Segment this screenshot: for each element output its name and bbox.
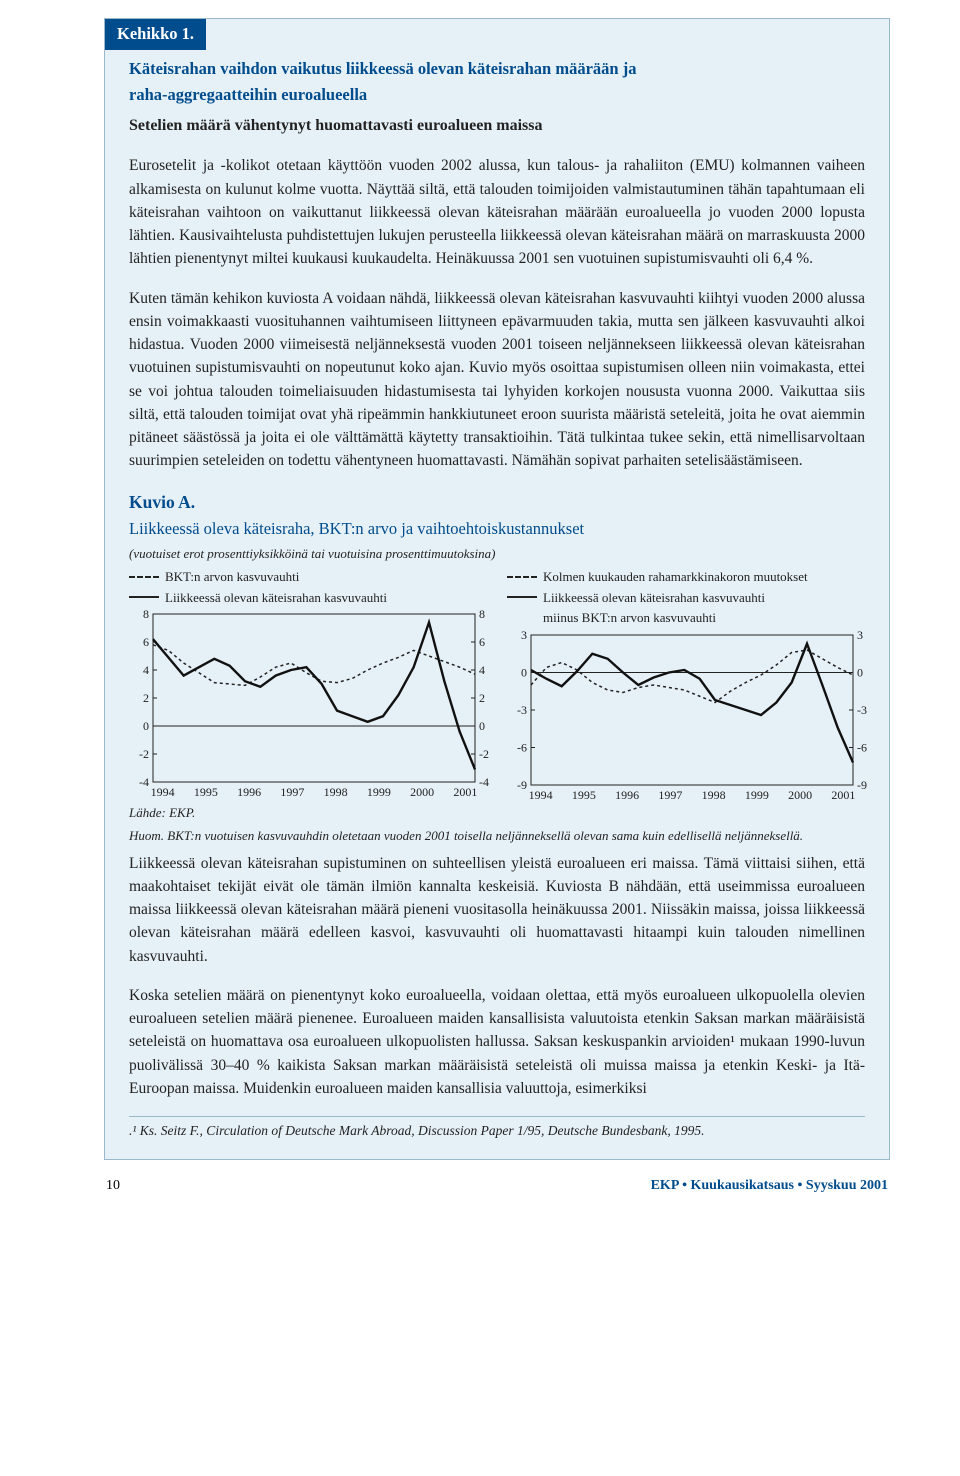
box-subtitle-1: Käteisrahan vaihdon vaikutus liikkeessä …	[129, 58, 865, 80]
svg-text:1995: 1995	[572, 788, 596, 801]
svg-text:-9: -9	[517, 778, 527, 792]
svg-text:2: 2	[479, 691, 485, 705]
svg-text:-3: -3	[517, 703, 527, 717]
svg-text:-4: -4	[139, 775, 149, 789]
box-subtitle-2: raha-aggregaatteihin euroalueella	[129, 84, 865, 106]
dash-icon	[129, 576, 159, 578]
svg-text:1994: 1994	[151, 785, 175, 798]
svg-text:1997: 1997	[658, 788, 682, 801]
svg-text:-2: -2	[139, 747, 149, 761]
kehikko-box: Kehikko 1. Käteisrahan vaihdon vaikutus …	[104, 18, 890, 1160]
box-inner: Käteisrahan vaihdon vaikutus liikkeessä …	[105, 50, 889, 1142]
chart-footnote: Huom. BKT:n vuotuisen kasvuvauhdin olete…	[129, 826, 865, 846]
paragraph-2: Kuten tämän kehikon kuviosta A voidaan n…	[129, 287, 865, 473]
chart-right: -9 -9 -6 -6 -3 -3 0 0 3 3 1994 1995 1996 1997 1998 1999…	[507, 629, 877, 801]
legend-right-2-label: Liikkeessä olevan käteisrahan kasvuvauht…	[543, 588, 765, 608]
svg-text:6: 6	[143, 635, 149, 649]
svg-text:2001: 2001	[453, 785, 477, 798]
footer-publication: EKP • Kuukausikatsaus • Syyskuu 2001	[651, 1178, 888, 1194]
svg-text:3: 3	[857, 629, 863, 642]
paragraph-3: Liikkeessä olevan käteisrahan supistumin…	[129, 852, 865, 968]
svg-text:-6: -6	[517, 740, 527, 754]
dash-icon	[507, 576, 537, 578]
svg-text:2: 2	[143, 691, 149, 705]
svg-text:2000: 2000	[788, 788, 812, 801]
box-title-bar: Kehikko 1.	[105, 19, 206, 50]
paragraph-1: Eurosetelit ja -kolikot otetaan käyttöön…	[129, 154, 865, 270]
svg-text:-9: -9	[857, 778, 867, 792]
svg-text:4: 4	[143, 663, 149, 677]
svg-text:4: 4	[479, 663, 485, 677]
solid-icon	[507, 596, 537, 598]
legend-right-3-label: miinus BKT:n arvon kasvuvauhti	[543, 608, 716, 628]
chart-row: BKT:n arvon kasvuvauhti Liikkeessä oleva…	[129, 566, 865, 801]
svg-text:-4: -4	[479, 775, 489, 789]
legend-right-1-label: Kolmen kuukauden rahamarkkinakoron muuto…	[543, 567, 808, 587]
svg-text:8: 8	[143, 608, 149, 621]
legend-left-2: Liikkeessä olevan käteisrahan kasvuvauht…	[129, 588, 499, 608]
svg-text:2001: 2001	[831, 788, 855, 801]
svg-text:1999: 1999	[745, 788, 769, 801]
kuvio-sub: Liikkeessä oleva käteisraha, BKT:n arvo …	[129, 517, 865, 542]
kuvio-head: Kuvio A.	[129, 489, 865, 515]
paragraph-4: Koska setelien määrä on pienentynyt koko…	[129, 984, 865, 1100]
svg-text:3: 3	[521, 629, 527, 642]
svg-text:2000: 2000	[410, 785, 434, 798]
legend-left-1: BKT:n arvon kasvuvauhti	[129, 567, 499, 587]
chart-right-cell: Kolmen kuukauden rahamarkkinakoron muuto…	[507, 566, 877, 801]
svg-text:0: 0	[143, 719, 149, 733]
legend-right-3: miinus BKT:n arvon kasvuvauhti	[507, 608, 877, 628]
legend-right-2: Liikkeessä olevan käteisrahan kasvuvauht…	[507, 588, 877, 608]
page: Kehikko 1. Käteisrahan vaihdon vaikutus …	[0, 18, 960, 1216]
svg-text:1994: 1994	[529, 788, 553, 801]
svg-text:0: 0	[479, 719, 485, 733]
legend-left-1-label: BKT:n arvon kasvuvauhti	[165, 567, 299, 587]
svg-text:0: 0	[857, 665, 863, 679]
chart-left-cell: BKT:n arvon kasvuvauhti Liikkeessä oleva…	[129, 566, 499, 801]
svg-text:6: 6	[479, 635, 485, 649]
footnote-ref: .¹ Ks. Seitz F., Circulation of Deutsche…	[129, 1116, 865, 1141]
svg-text:1996: 1996	[615, 788, 639, 801]
svg-text:1998: 1998	[324, 785, 348, 798]
page-footer: 10 EKP • Kuukausikatsaus • Syyskuu 2001	[106, 1178, 888, 1194]
svg-text:-3: -3	[857, 703, 867, 717]
svg-text:1997: 1997	[280, 785, 304, 798]
page-number: 10	[106, 1178, 120, 1194]
legend-left-2-label: Liikkeessä olevan käteisrahan kasvuvauht…	[165, 588, 387, 608]
solid-icon	[129, 596, 159, 598]
svg-text:0: 0	[521, 665, 527, 679]
svg-text:1998: 1998	[702, 788, 726, 801]
svg-text:1999: 1999	[367, 785, 391, 798]
svg-text:-2: -2	[479, 747, 489, 761]
chart-note: (vuotuiset erot prosenttiyksikköinä tai …	[129, 544, 865, 564]
svg-text:1996: 1996	[237, 785, 261, 798]
legend-right-1: Kolmen kuukauden rahamarkkinakoron muuto…	[507, 567, 877, 587]
svg-text:1995: 1995	[194, 785, 218, 798]
section-subtitle: Setelien määrä vähentynyt huomattavasti …	[129, 114, 865, 138]
chart-left: -4 -4 -2 -2 0 0 2 2 4 4 6 6 8 8 1994 1995 1996 1997 1998 19…	[129, 608, 499, 798]
svg-text:-6: -6	[857, 740, 867, 754]
svg-text:8: 8	[479, 608, 485, 621]
chart-source: Lähde: EKP.	[129, 803, 865, 823]
